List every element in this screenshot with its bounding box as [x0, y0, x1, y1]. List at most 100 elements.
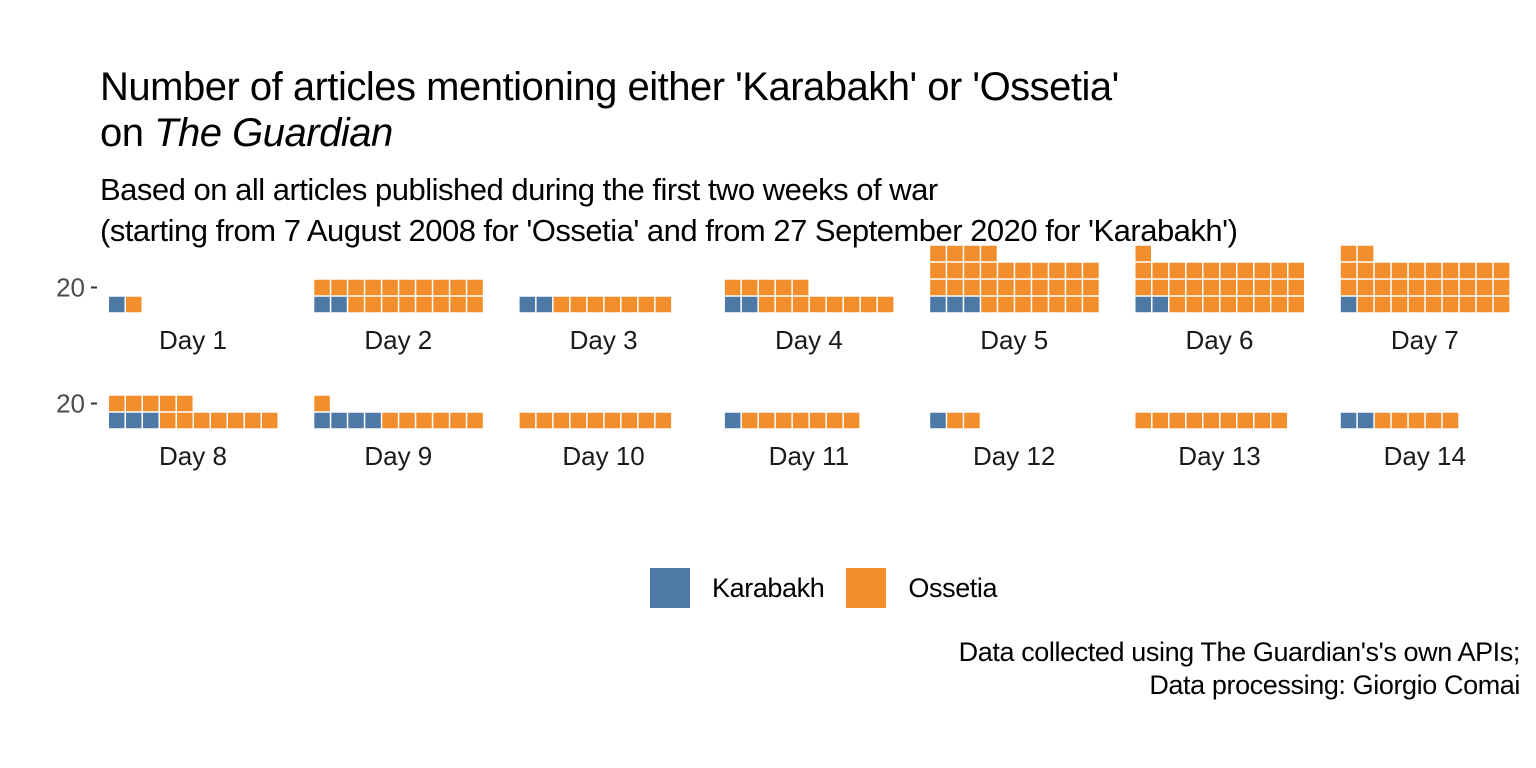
waffle-cell-ossetia — [1066, 279, 1082, 296]
waffle-cell-karabakh — [930, 296, 946, 313]
waffle-cell-ossetia — [1357, 262, 1374, 279]
waffle-cell-karabakh — [348, 412, 364, 429]
waffle-cell-ossetia — [399, 279, 415, 296]
waffle-cell-ossetia — [1152, 279, 1168, 296]
waffle-cell-ossetia — [553, 296, 570, 313]
waffle-cell-karabakh — [331, 296, 347, 313]
waffle-cell-ossetia — [587, 412, 604, 429]
waffle-cell-ossetia — [126, 296, 142, 313]
waffle-cell-karabakh — [314, 296, 330, 313]
waffle-cell-ossetia — [930, 279, 946, 296]
legend-label-karabakh: Karabakh — [712, 572, 825, 603]
waffle-cell-ossetia — [998, 279, 1014, 296]
waffle-cell-ossetia — [998, 262, 1014, 279]
waffle-cell-ossetia — [1391, 279, 1408, 296]
waffle-cell-ossetia — [621, 412, 638, 429]
waffle-cell-ossetia — [860, 296, 877, 313]
y-tick-label: 20 — [56, 389, 85, 419]
waffle-cell-karabakh — [519, 296, 536, 313]
waffle-cell-ossetia — [1152, 412, 1168, 429]
waffle-cell-ossetia — [433, 296, 449, 313]
waffle-cell-ossetia — [1169, 296, 1185, 313]
waffle-cell-ossetia — [1271, 296, 1287, 313]
waffle-cell-ossetia — [1254, 279, 1270, 296]
waffle-cell-karabakh — [331, 412, 347, 429]
waffle-cell-ossetia — [964, 279, 980, 296]
waffle-cell-ossetia — [638, 412, 655, 429]
waffle-cell-ossetia — [467, 412, 483, 429]
waffle-cell-ossetia — [1015, 279, 1031, 296]
waffle-cell-ossetia — [1374, 412, 1391, 429]
legend-swatch-ossetia — [846, 568, 887, 608]
panel-label: Day 4 — [775, 325, 843, 355]
waffle-cell-ossetia — [809, 296, 826, 313]
legend-item-ossetia: Ossetia — [846, 568, 998, 608]
panel-label: Day 5 — [980, 325, 1048, 355]
waffle-cell-ossetia — [211, 412, 227, 429]
waffle-cell-ossetia — [1340, 262, 1357, 279]
waffle-cell-ossetia — [1032, 279, 1048, 296]
waffle-cell-ossetia — [1254, 296, 1270, 313]
waffle-cell-ossetia — [843, 412, 860, 429]
waffle-cell-ossetia — [1203, 412, 1219, 429]
waffle-cell-ossetia — [1459, 296, 1476, 313]
waffle-cell-ossetia — [981, 296, 997, 313]
chart-title-line2: on The Guardian — [100, 110, 1119, 156]
waffle-cell-ossetia — [1425, 279, 1442, 296]
waffle-cell-ossetia — [947, 245, 963, 262]
waffle-cell-ossetia — [964, 412, 980, 429]
waffle-cell-ossetia — [998, 296, 1014, 313]
waffle-cell-ossetia — [1220, 296, 1236, 313]
waffle-cell-ossetia — [587, 296, 604, 313]
waffle-cell-ossetia — [1169, 262, 1185, 279]
waffle-cell-ossetia — [1391, 296, 1408, 313]
waffle-cell-ossetia — [1442, 412, 1459, 429]
chart-subtitle-line2: (starting from 7 August 2008 for 'Osseti… — [100, 213, 1238, 248]
waffle-cell-ossetia — [1049, 296, 1065, 313]
waffle-cell-ossetia — [1271, 412, 1287, 429]
waffle-cell-ossetia — [382, 279, 398, 296]
waffle-cell-ossetia — [1408, 262, 1425, 279]
chart-title-publication: The Guardian — [154, 111, 393, 155]
waffle-cell-ossetia — [843, 296, 860, 313]
waffle-cell-ossetia — [775, 296, 792, 313]
waffle-cell-ossetia — [1271, 262, 1287, 279]
waffle-cell-ossetia — [1493, 262, 1510, 279]
waffle-cell-ossetia — [1186, 279, 1202, 296]
waffle-cell-ossetia — [1476, 279, 1493, 296]
waffle-cell-ossetia — [1493, 279, 1510, 296]
waffle-cell-ossetia — [1186, 296, 1202, 313]
waffle-cell-ossetia — [964, 245, 980, 262]
waffle-cell-karabakh — [1152, 296, 1168, 313]
waffle-cell-ossetia — [826, 296, 843, 313]
waffle-cell-ossetia — [1374, 296, 1391, 313]
waffle-cell-ossetia — [809, 412, 826, 429]
waffle-cell-ossetia — [382, 296, 398, 313]
waffle-cell-ossetia — [1288, 296, 1304, 313]
waffle-cell-ossetia — [143, 395, 159, 412]
waffle-cell-ossetia — [655, 296, 672, 313]
waffle-cell-ossetia — [1425, 296, 1442, 313]
caption-line1: Data collected using The Guardian's's ow… — [958, 637, 1521, 667]
waffle-cell-ossetia — [1220, 262, 1236, 279]
waffle-cell-ossetia — [1049, 279, 1065, 296]
waffle-cell-ossetia — [826, 412, 843, 429]
waffle-cell-ossetia — [536, 412, 553, 429]
waffle-cell-ossetia — [1254, 412, 1270, 429]
waffle-cell-ossetia — [1169, 279, 1185, 296]
waffle-cell-ossetia — [450, 412, 466, 429]
legend-label-ossetia: Ossetia — [908, 572, 998, 603]
waffle-cell-ossetia — [416, 279, 432, 296]
waffle-cell-ossetia — [1476, 262, 1493, 279]
panel-label: Day 6 — [1186, 325, 1254, 355]
waffle-cell-ossetia — [758, 279, 775, 296]
panel-label: Day 2 — [364, 325, 432, 355]
waffle-cell-ossetia — [467, 279, 483, 296]
waffle-cell-karabakh — [741, 296, 758, 313]
waffle-cell-ossetia — [1374, 279, 1391, 296]
waffle-cell-ossetia — [1032, 262, 1048, 279]
chart-subtitle-line1: Based on all articles published during t… — [100, 172, 938, 207]
waffle-cell-ossetia — [1220, 279, 1236, 296]
waffle-cell-ossetia — [981, 279, 997, 296]
waffle-cell-ossetia — [416, 296, 432, 313]
